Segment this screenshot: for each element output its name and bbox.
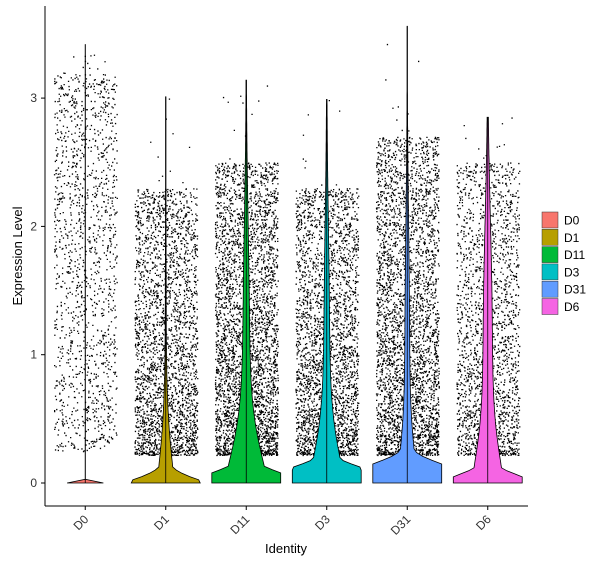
legend-item-D3: D3 [541,263,580,281]
y-tick-label: 1 [30,348,37,362]
x-ticks: D0 D1 D11 D3 D31 D6 [71,506,494,538]
x-tick-label: D31 [388,512,414,538]
y-tick-label: 3 [30,91,37,105]
x-tick-label: D11 [228,512,253,537]
points-path-D1 [134,98,199,457]
y-ticks: 0 1 2 3 [30,91,45,490]
jitter-points [53,43,521,457]
points-D11 [214,85,279,457]
legend-swatch [541,229,559,246]
x-tick-label: D6 [473,512,494,533]
legend-label: D1 [564,231,580,245]
y-tick-label: 2 [30,219,37,233]
points-D0 [53,54,118,453]
points-path-D11 [214,85,279,457]
points-D1 [134,98,199,457]
legend-swatch [541,280,559,298]
violins [67,25,523,484]
legend: D0 D1 D11 D3 D31 D6 [541,211,586,315]
legend-swatch [541,263,559,281]
y-tick-label: 0 [30,476,37,490]
legend-label: D11 [564,248,585,262]
legend-item-D6: D6 [541,298,580,315]
legend-item-D0: D0 [541,211,580,229]
legend-label: D31 [564,283,586,297]
x-tick-label: D3 [312,512,333,533]
y-axis-title: Expression Level [10,206,25,305]
legend-item-D11: D11 [541,246,585,263]
legend-label: D6 [564,300,580,314]
x-tick-label: D1 [151,512,172,533]
legend-swatch [541,246,559,263]
legend-swatch [541,298,559,315]
x-axis-title: Identity [265,541,307,556]
points-path-D0 [53,54,118,453]
legend-item-D1: D1 [541,229,580,246]
legend-label: D3 [564,265,580,279]
x-tick-label: D0 [71,512,92,533]
legend-swatch [541,211,559,229]
legend-item-D31: D31 [541,280,586,298]
axes [44,6,528,507]
legend-label: D0 [564,214,580,228]
